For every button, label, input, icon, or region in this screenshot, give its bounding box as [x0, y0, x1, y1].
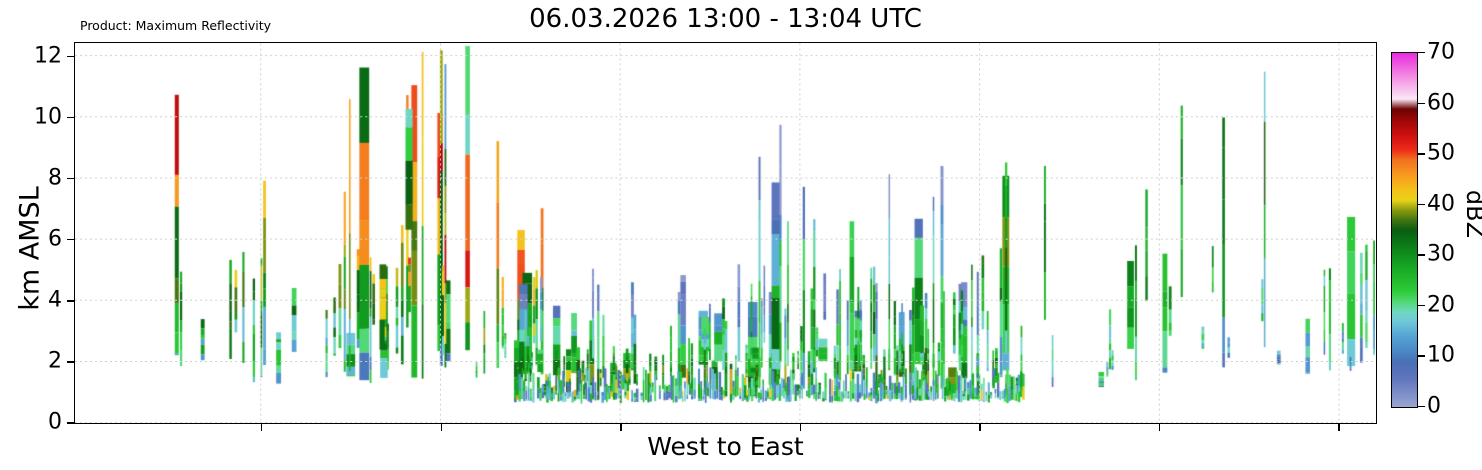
x-axis-tick-mark — [440, 424, 442, 431]
x-axis-tick-mark — [799, 424, 802, 431]
colorbar-tick-label: 0 — [1427, 393, 1441, 419]
y-axis-tick-label: 12 — [34, 43, 62, 69]
y-axis-tick-label: 2 — [48, 348, 62, 374]
colorbar-title: dBZ — [1461, 189, 1482, 239]
colorbar-tick-label: 40 — [1427, 191, 1455, 217]
colorbar-tick-mark — [1418, 52, 1425, 54]
x-axis-tick-mark — [1338, 424, 1340, 431]
colorbar[interactable] — [1391, 52, 1418, 408]
colorbar-tick-mark — [1418, 153, 1425, 155]
x-axis-label: West to East — [647, 432, 804, 461]
page-title: 06.03.2026 13:00 - 13:04 UTC — [529, 4, 922, 34]
y-axis-tick-label: 10 — [34, 104, 62, 130]
y-axis-tick-label: 8 — [48, 165, 62, 191]
y-axis-tick-label: 6 — [48, 226, 62, 252]
y-axis-tick-label: 4 — [48, 287, 62, 313]
colorbar-tick-mark — [1418, 355, 1425, 357]
x-axis-tick-mark — [620, 424, 622, 431]
y-axis-tick-mark — [67, 55, 74, 58]
colorbar-tick-label: 60 — [1427, 90, 1455, 116]
colorbar-gradient — [1391, 52, 1418, 408]
colorbar-tick-mark — [1418, 406, 1425, 408]
y-axis-tick-mark — [67, 422, 74, 424]
y-axis-tick-mark — [67, 116, 74, 119]
x-axis-tick-mark — [979, 424, 981, 431]
reflectivity-heatmap-canvas — [75, 43, 1375, 422]
colorbar-tick-label: 30 — [1427, 241, 1455, 267]
y-axis-tick-mark — [67, 239, 74, 241]
x-axis-tick-mark — [260, 424, 263, 431]
colorbar-tick-mark — [1418, 203, 1425, 206]
product-annotation: Product: Maximum Reflectivity — [80, 18, 272, 33]
y-axis-tick-mark — [67, 300, 74, 302]
y-axis-tick-labels: 12 10 8 6 4 2 0 — [0, 0, 62, 470]
colorbar-tick-label: 70 — [1427, 39, 1455, 65]
plot-area[interactable] — [74, 42, 1377, 424]
y-axis-tick-mark — [67, 361, 74, 363]
colorbar-tick-label: 50 — [1427, 140, 1455, 166]
colorbar-tick-label: 20 — [1427, 292, 1455, 318]
y-axis-label: km AMSL — [14, 186, 46, 311]
colorbar-tick-mark — [1418, 102, 1425, 104]
y-axis-tick-label: 0 — [48, 409, 62, 435]
colorbar-tick-mark — [1418, 304, 1425, 307]
y-axis-tick-mark — [67, 177, 74, 180]
colorbar-tick-label: 10 — [1427, 342, 1455, 368]
colorbar-tick-mark — [1418, 254, 1425, 256]
x-axis-tick-mark — [1158, 424, 1161, 431]
